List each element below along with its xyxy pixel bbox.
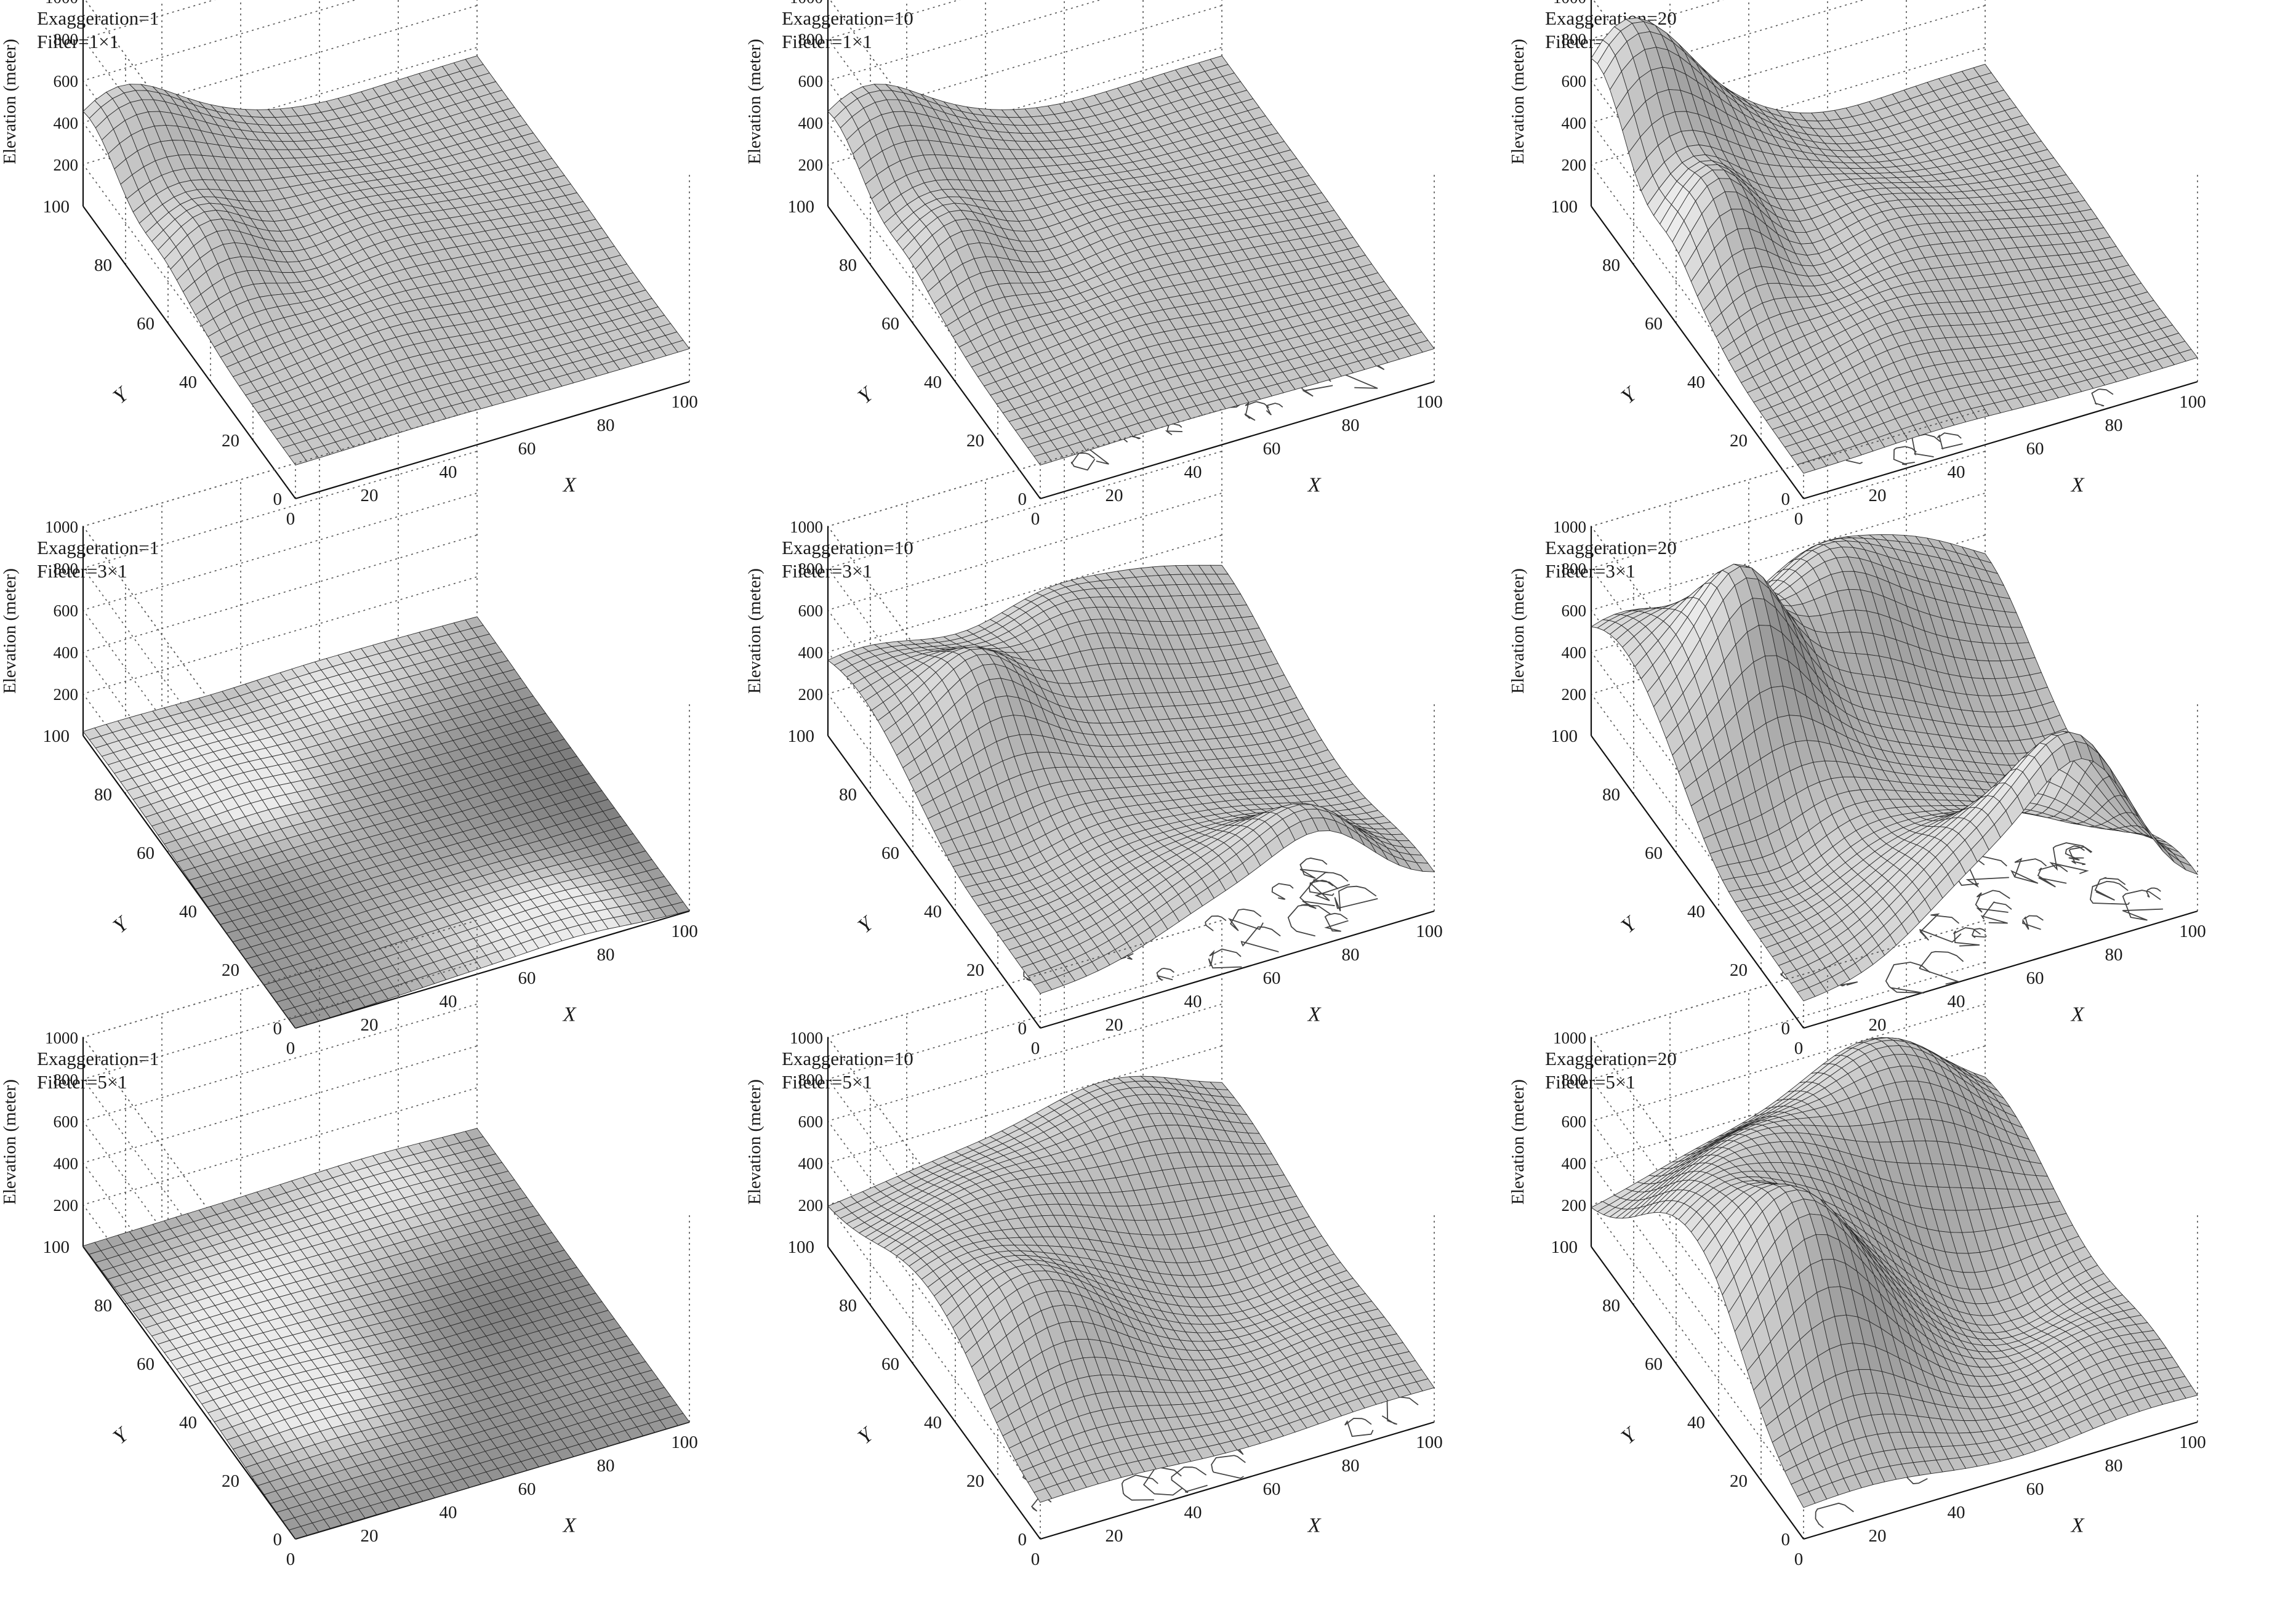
y-tick-label: 100 [1551,197,1578,217]
z-tick-label: 1000 [45,0,78,7]
y-tick-label: 40 [179,902,197,922]
z-tick-label: 200 [1562,156,1587,174]
y-tick-label: 0 [273,489,283,509]
z-axis-label: Elevation (meter) [0,568,20,694]
x-tick-label: 80 [1342,416,1360,435]
z-tick-label: 400 [54,114,79,132]
x-tick-label: 100 [671,392,698,412]
y-tick-label: 80 [94,255,112,275]
x-tick-label: 60 [518,439,536,459]
z-axis-label: Elevation (meter) [745,39,765,164]
y-tick-label: 0 [1781,489,1791,509]
y-tick-label: 0 [273,1019,283,1039]
x-axis-label: X [1307,474,1322,497]
z-tick-label: 200 [54,156,79,174]
z-tick-label: 800 [1562,30,1587,49]
x-tick-label: 60 [518,968,536,988]
z-tick-label: 400 [54,643,79,662]
z-tick-label: 400 [1562,114,1587,132]
z-tick-label: 1000 [790,0,823,7]
y-tick-label: 80 [839,255,857,275]
y-tick-label: 100 [43,197,70,217]
y-tick-label: 40 [1687,372,1705,392]
panel-title-filter: Fileter=1×1 [782,31,872,52]
panel-title-exaggeration: Exaggeration=20 [1545,7,1677,29]
panel-title-filter: Fileter=3×1 [37,560,127,582]
panel-title-filter: Fileter=3×1 [782,560,872,582]
z-axis-label: Elevation (meter) [1508,39,1528,164]
y-tick-label: 20 [222,431,239,451]
z-tick-label: 200 [798,156,824,174]
y-tick-label: 100 [43,726,70,746]
x-tick-label: 80 [2105,416,2123,435]
panel-title-filter: Filter=1×1 [37,31,119,52]
panel-title-exaggeration: Exaggeration=1 [37,7,159,29]
y-tick-label: 60 [137,314,155,334]
x-tick-label: 0 [286,509,295,529]
z-tick-label: 600 [54,72,79,90]
surface-panel-1: Exaggeration=1Filter=1×10204060801000204… [0,0,698,529]
y-tick-label: 60 [137,843,155,863]
x-axis-label: X [562,474,577,497]
z-tick-label: 1000 [1553,0,1586,7]
y-tick-label: 60 [1645,314,1663,334]
x-tick-label: 60 [1263,439,1281,459]
panel-title-exaggeration: Exaggeration=10 [782,537,913,558]
x-tick-label: 40 [1948,462,1965,482]
x-tick-label: 100 [671,922,698,941]
x-tick-label: 20 [361,486,379,505]
axes [82,0,690,500]
y-tick-label: 80 [1602,255,1620,275]
x-tick-label: 100 [1416,392,1443,412]
x-tick-label: 80 [597,416,615,435]
y-tick-label: 0 [1018,489,1027,509]
z-tick-label: 800 [54,560,79,578]
z-tick-label: 600 [1562,72,1587,90]
x-tick-label: 20 [1106,486,1123,505]
y-tick-label: 20 [222,960,239,980]
x-tick-label: 0 [286,1039,295,1058]
y-tick-label: 40 [179,372,197,392]
x-tick-label: 80 [597,945,615,965]
x-tick-label: 100 [2179,392,2206,412]
y-tick-label: 60 [881,314,899,334]
y-tick-label: 80 [94,785,112,805]
y-tick-label: 20 [966,431,984,451]
z-axis-label: Elevation (meter) [0,39,20,164]
x-tick-label: 0 [1794,509,1804,529]
panel-title-exaggeration: Exaggeration=1 [37,537,159,558]
y-axis-line [82,206,296,499]
z-tick-label: 1000 [45,518,78,536]
z-tick-label: 600 [54,601,79,620]
y-tick-label: 20 [1730,431,1748,451]
x-tick-label: 0 [1031,509,1040,529]
x-tick-label: 20 [361,1015,379,1035]
y-tick-label: 100 [788,197,815,217]
x-axis-label: X [562,1003,577,1026]
surface-mesh [82,55,690,465]
x-tick-label: 60 [2026,439,2044,459]
x-tick-label: 40 [440,462,457,482]
z-tick-label: 400 [798,114,824,132]
z-tick-label: 600 [798,72,824,90]
x-tick-label: 40 [440,992,457,1011]
x-axis-line [295,380,690,500]
x-tick-label: 40 [1184,462,1202,482]
z-tick-label: 800 [798,30,824,49]
x-tick-label: 20 [1869,486,1887,505]
z-tick-label: 800 [54,30,79,49]
z-tick-label: 200 [54,685,79,704]
panel-title-exaggeration: Exaggeration=10 [782,7,913,29]
x-axis-label: X [2070,474,2085,497]
y-tick-label: 40 [924,372,942,392]
